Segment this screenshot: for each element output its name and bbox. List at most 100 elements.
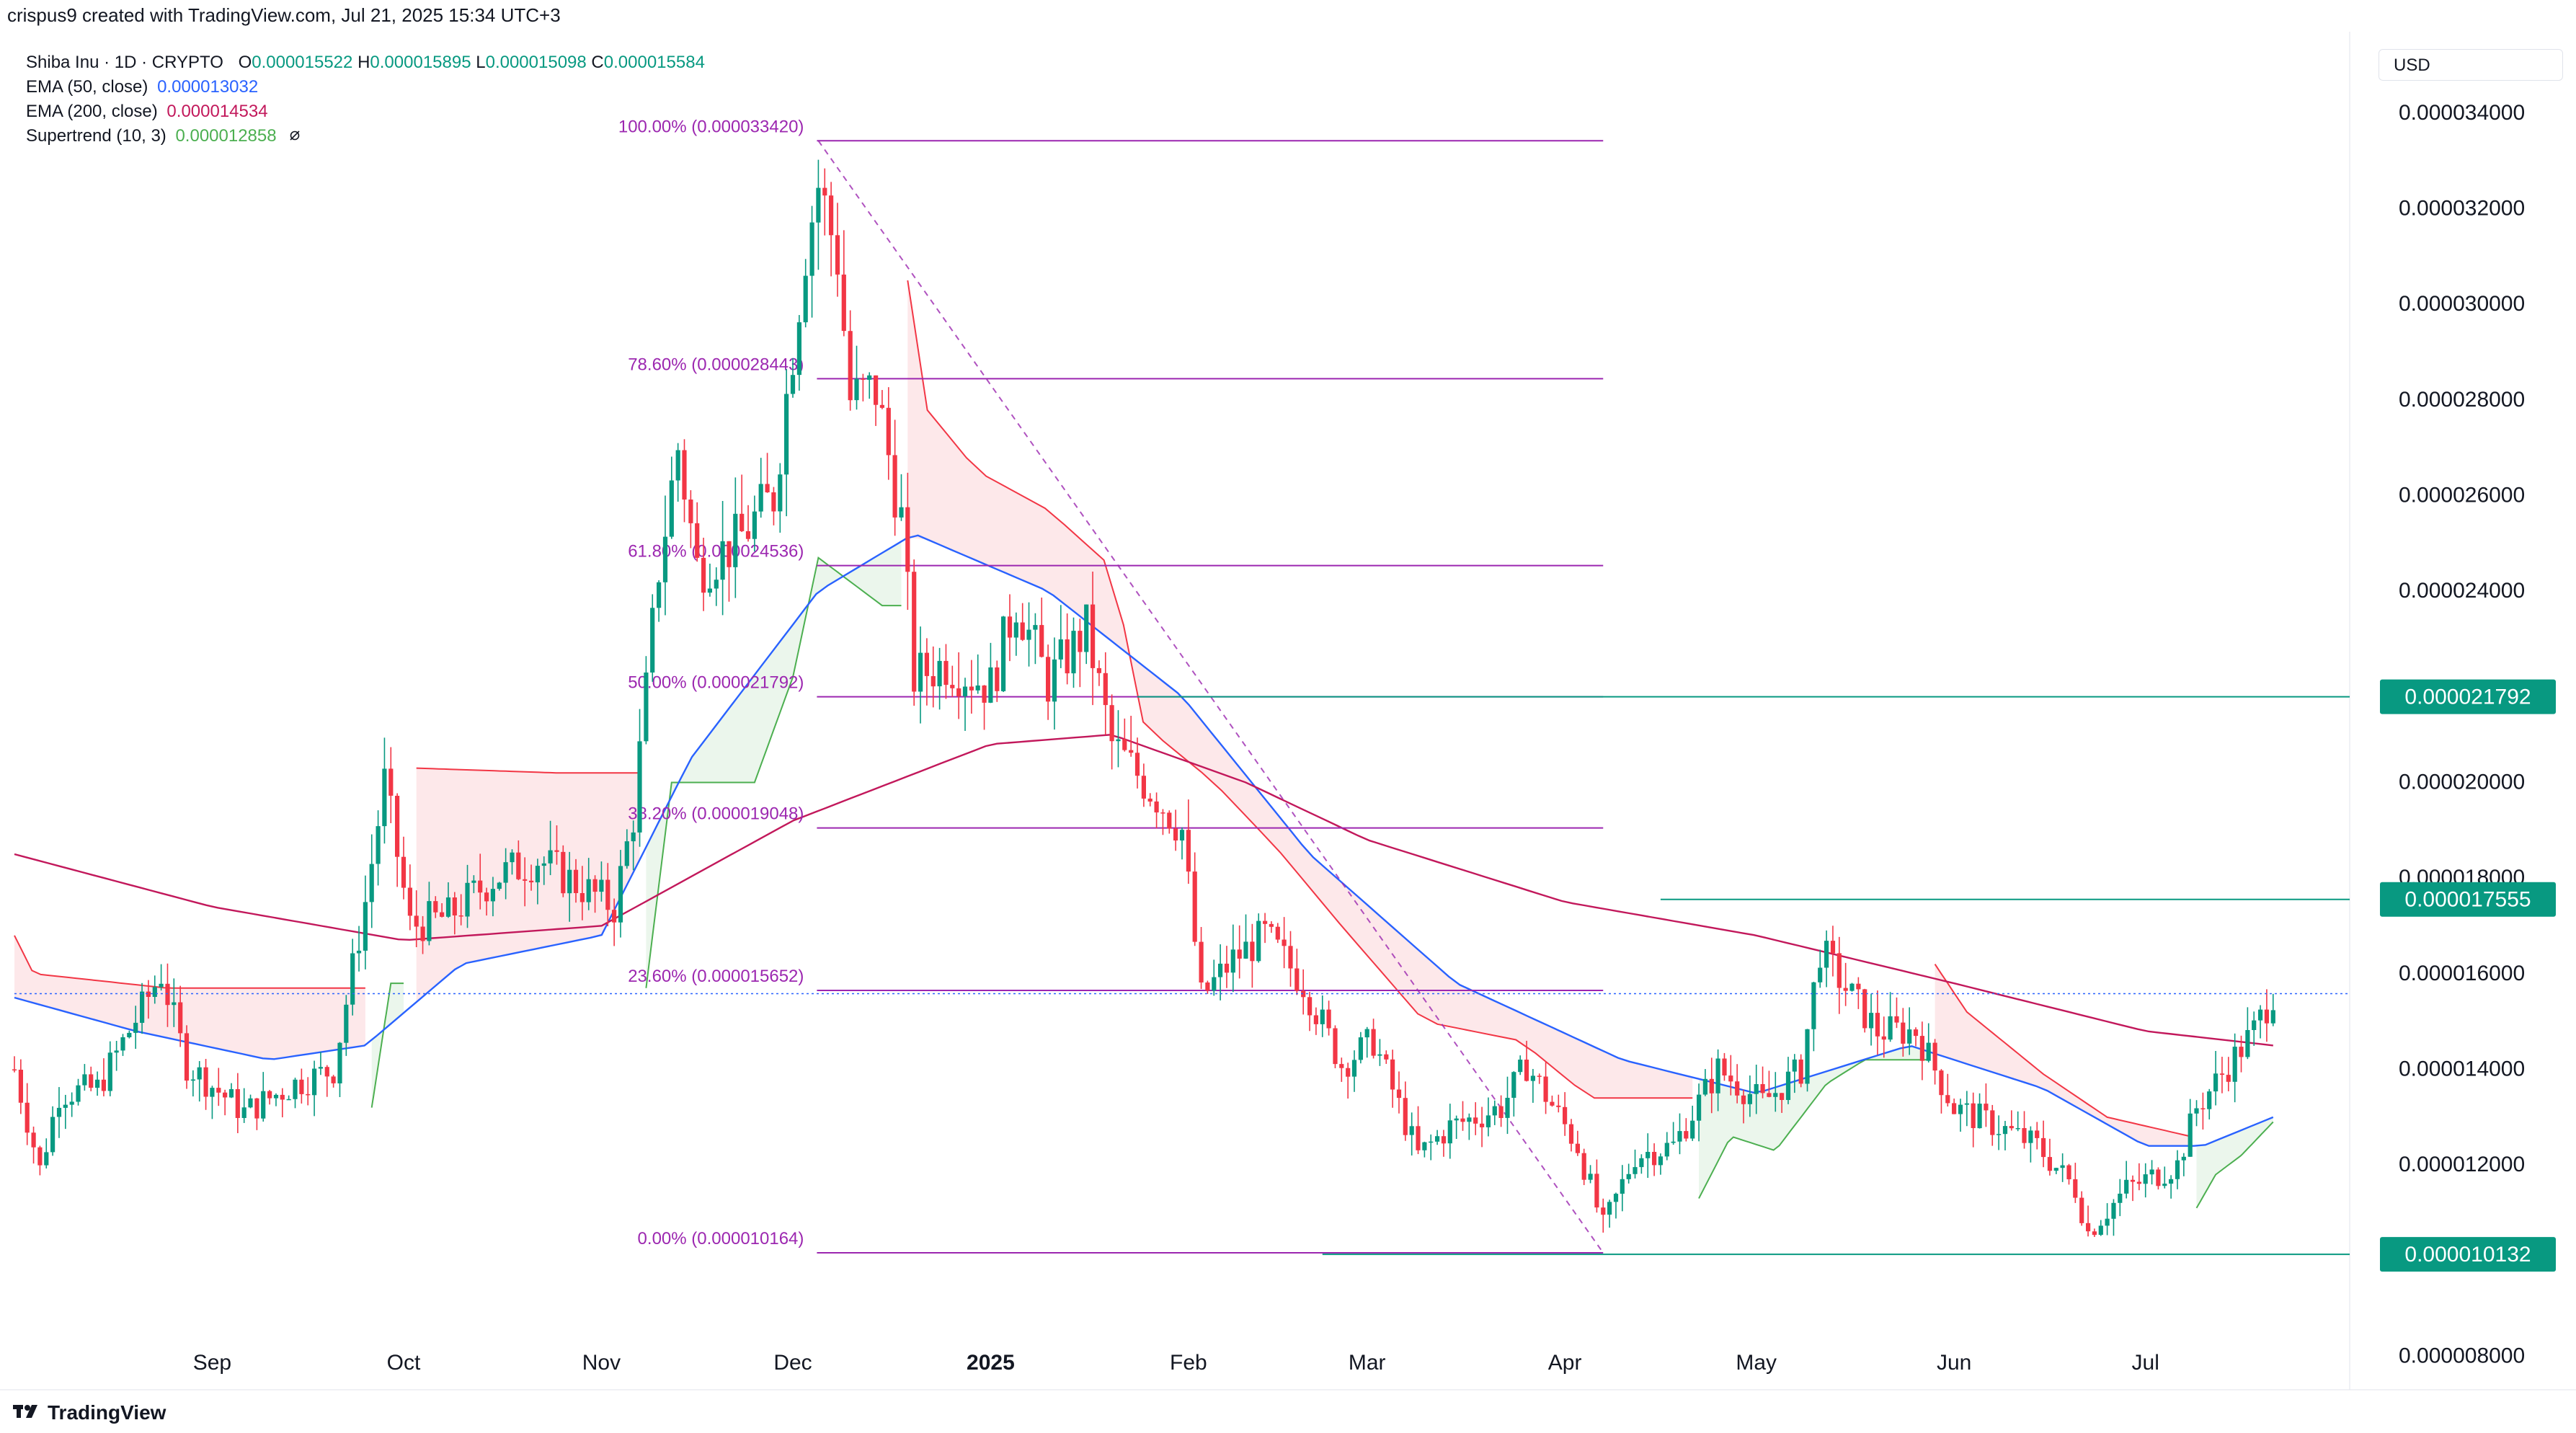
header-bar: crispus9 created with TradingView.com, J… <box>0 0 2576 32</box>
open-value: 0.000015522 <box>252 53 353 72</box>
y-tick-label-10: 0.000032000 <box>2399 196 2525 220</box>
candle-body <box>427 901 432 941</box>
candle-body <box>1805 1029 1810 1084</box>
candle-body <box>1033 625 1038 630</box>
candle-body <box>248 1098 253 1108</box>
candle-body <box>465 882 470 917</box>
x-tick-label-2: Nov <box>582 1351 621 1375</box>
candle-body <box>1250 941 1255 962</box>
candle-body <box>184 1033 190 1081</box>
candle-body <box>2156 1169 2161 1186</box>
candle-body <box>1396 1089 1402 1099</box>
candle-body <box>2181 1156 2186 1161</box>
candle-body <box>2226 1075 2231 1082</box>
candle-body <box>1881 1036 1886 1040</box>
y-tick-label-8: 0.000028000 <box>2399 388 2525 412</box>
legend-ema200-row[interactable]: EMA (200, close) 0.000014534 <box>26 99 705 124</box>
candle-body <box>790 375 796 394</box>
candle-body <box>829 195 834 236</box>
candle-body <box>1001 616 1006 691</box>
candle-body <box>1575 1143 1580 1153</box>
currency-selector[interactable]: USD <box>2379 49 2563 81</box>
legend-supertrend-row[interactable]: Supertrend (10, 3) 0.000012858 <box>26 124 705 149</box>
y-tick-label-9: 0.000030000 <box>2399 292 2525 316</box>
candle-body <box>1212 977 1217 991</box>
high-value: 0.000015895 <box>370 53 471 72</box>
legend-symbol-row[interactable]: Shiba Inu · 1D · CRYPTO O0.000015522 H0.… <box>26 50 705 75</box>
candle-body <box>657 582 662 608</box>
candle-body <box>592 879 598 892</box>
candle-body <box>1652 1152 1657 1166</box>
candle-body <box>1620 1179 1625 1194</box>
candle-body <box>982 686 987 703</box>
candle-body <box>1811 982 1816 1029</box>
y-tick-label-5: 0.000020000 <box>2399 771 2525 794</box>
candle-body <box>2245 1030 2250 1057</box>
candle-body <box>1205 982 1210 991</box>
candle-body <box>516 852 521 879</box>
candle-body <box>2105 1218 2110 1226</box>
candle-body <box>1594 1174 1599 1208</box>
candle-body <box>892 455 897 518</box>
y-tick-label-0: 0.000008000 <box>2399 1344 2525 1368</box>
candle-body <box>172 1002 177 1006</box>
candle-body <box>624 841 629 866</box>
supertrend-fill-1 <box>371 983 404 1108</box>
candle-body <box>1084 604 1089 652</box>
candle-body <box>2124 1179 2129 1194</box>
candle-body <box>931 676 936 687</box>
supertrend-fill-7 <box>2196 1117 2273 1208</box>
candle-body <box>561 851 566 894</box>
candle-body <box>1020 622 1025 640</box>
tradingview-brand[interactable]: TradingView <box>13 1401 166 1424</box>
candle-body <box>1849 983 1855 991</box>
fib-level-label-2: 61.80% (0.000024536) <box>628 542 804 562</box>
candle-body <box>1613 1194 1619 1202</box>
candle-body <box>1588 1174 1593 1180</box>
candle-body <box>1633 1167 1638 1174</box>
candle-body <box>1747 1093 1752 1104</box>
candle-body <box>1454 1118 1459 1121</box>
candle-body <box>861 378 866 380</box>
candle-body <box>223 1092 228 1098</box>
candle-body <box>12 1069 17 1070</box>
level-badge-2 <box>2380 1237 2556 1272</box>
candle-body <box>312 1068 317 1096</box>
candle-body <box>905 507 910 572</box>
x-tick-label-6: Mar <box>1349 1351 1386 1375</box>
candle-body <box>1754 1084 1759 1094</box>
fib-level-label-6: 0.00% (0.000010164) <box>638 1229 804 1248</box>
eye-off-icon[interactable] <box>288 125 301 149</box>
candle-body <box>2143 1174 2148 1184</box>
candle-body <box>503 862 508 883</box>
candle-body <box>612 910 617 923</box>
candle-body <box>1096 667 1101 673</box>
supertrend-fill-5 <box>1699 1046 1929 1199</box>
candle-body <box>63 1104 68 1108</box>
candle-body <box>950 685 955 688</box>
candle-body <box>1722 1058 1727 1075</box>
candle-body <box>369 864 374 902</box>
candle-body <box>159 983 164 988</box>
candle-body <box>1760 1084 1765 1093</box>
candle-body <box>1997 1134 2002 1135</box>
candle-body <box>1288 946 1293 969</box>
candle-body <box>631 832 636 842</box>
candle-body <box>445 897 451 917</box>
candle-body <box>1888 1016 1893 1040</box>
candle-body <box>535 866 540 883</box>
fib-level-label-3: 50.00% (0.000021792) <box>628 673 804 693</box>
candle-body <box>2232 1047 2237 1082</box>
candle-body <box>1581 1153 1586 1180</box>
candles-group <box>12 159 2275 1238</box>
candle-body <box>1046 657 1051 702</box>
candle-body <box>1932 1042 1937 1071</box>
legend-ema50-row[interactable]: EMA (50, close) 0.000013032 <box>26 75 705 99</box>
credit-text: crispus9 created with TradingView.com, J… <box>7 4 561 26</box>
candle-body <box>2060 1165 2065 1168</box>
candle-body <box>1058 639 1063 660</box>
candle-body <box>344 1004 349 1043</box>
candle-body <box>2092 1231 2097 1235</box>
candle-body <box>1091 604 1096 668</box>
